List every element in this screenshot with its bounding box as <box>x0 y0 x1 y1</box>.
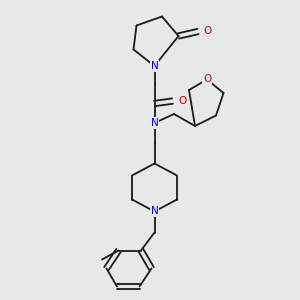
Text: N: N <box>151 206 158 217</box>
Text: N: N <box>151 118 158 128</box>
Text: O: O <box>203 26 212 37</box>
Text: O: O <box>178 96 186 106</box>
Text: O: O <box>203 74 211 85</box>
Text: N: N <box>151 61 158 71</box>
